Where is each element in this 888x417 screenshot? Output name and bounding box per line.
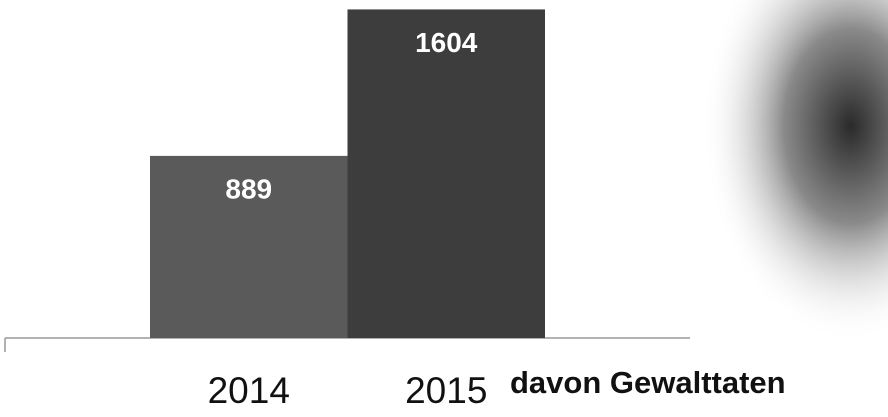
value-label: 1604: [415, 27, 478, 58]
background-fade: [640, 0, 720, 360]
x-tick-label: 2014: [208, 370, 290, 411]
x-tick-label: 2015: [405, 370, 487, 411]
bar: [150, 155, 348, 338]
annotation: davon Gewalttaten: [510, 365, 786, 400]
bar: [347, 9, 545, 338]
value-label: 889: [225, 173, 272, 204]
